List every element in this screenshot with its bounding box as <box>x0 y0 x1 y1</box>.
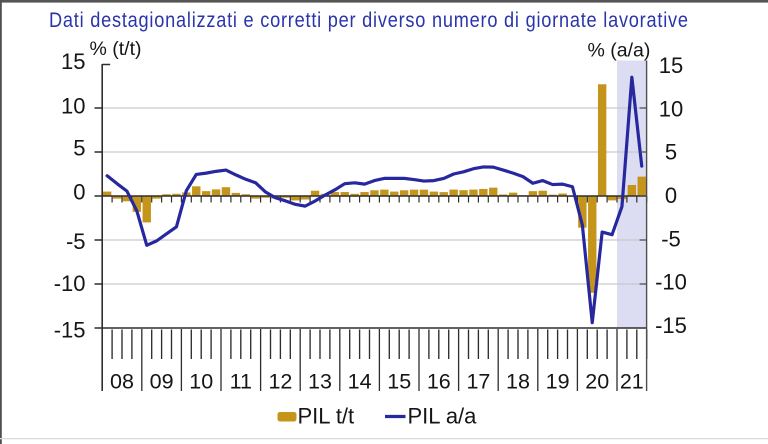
svg-text:-15: -15 <box>54 317 86 342</box>
svg-text:-15: -15 <box>655 313 687 338</box>
svg-text:10: 10 <box>659 96 683 121</box>
svg-text:10: 10 <box>189 370 213 394</box>
svg-text:% (a/a): % (a/a) <box>588 40 651 62</box>
svg-text:5: 5 <box>665 140 677 165</box>
svg-text:15: 15 <box>659 53 683 78</box>
svg-text:19: 19 <box>546 370 570 394</box>
svg-text:10: 10 <box>61 93 85 118</box>
svg-text:-5: -5 <box>66 229 86 254</box>
svg-text:-10: -10 <box>54 271 86 296</box>
svg-text:PIL t/t: PIL t/t <box>298 404 355 429</box>
svg-text:0: 0 <box>665 183 677 208</box>
svg-text:11: 11 <box>230 370 252 394</box>
svg-text:PIL a/a: PIL a/a <box>408 404 478 429</box>
svg-text:18: 18 <box>506 370 530 394</box>
svg-text:14: 14 <box>348 370 372 394</box>
svg-text:20: 20 <box>585 370 609 394</box>
svg-text:15: 15 <box>61 49 85 74</box>
svg-text:16: 16 <box>427 370 451 394</box>
svg-text:12: 12 <box>268 370 292 394</box>
svg-text:13: 13 <box>308 370 332 394</box>
svg-text:21: 21 <box>620 370 644 394</box>
svg-text:17: 17 <box>466 370 490 394</box>
svg-text:08: 08 <box>110 370 134 394</box>
svg-text:09: 09 <box>150 370 174 394</box>
svg-text:0: 0 <box>73 179 85 204</box>
svg-text:-10: -10 <box>655 270 687 295</box>
svg-text:-5: -5 <box>661 226 681 251</box>
svg-text:Dati destagionalizzati e corre: Dati destagionalizzati e corretti per di… <box>49 9 688 33</box>
svg-text:5: 5 <box>73 136 85 161</box>
svg-text:15: 15 <box>387 370 411 394</box>
svg-text:% (t/t): % (t/t) <box>90 38 142 60</box>
